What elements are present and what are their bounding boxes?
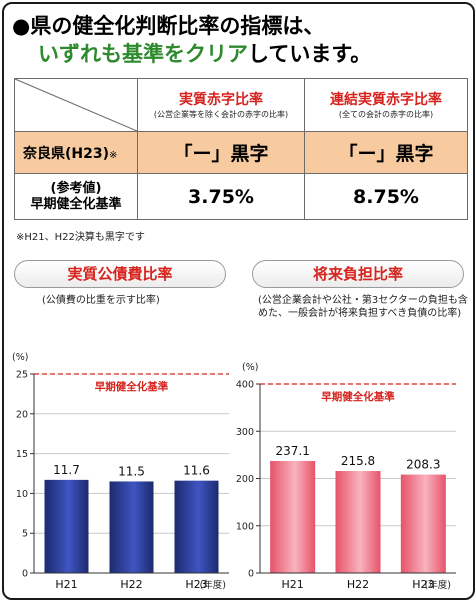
chart1-bar-h23	[174, 480, 219, 573]
row-nara-value1: 「ー」黒字	[137, 131, 305, 174]
chart2-ytick-label: 400	[236, 380, 254, 391]
row-benchmark-label: (参考値) 早期健全化基準	[14, 173, 138, 220]
chart1-ytick-label: 25	[16, 370, 28, 381]
chart1-ytick-label: 15	[16, 449, 28, 460]
chart1-bar-h22	[109, 481, 154, 573]
chart1-value-label-h21: 11.7	[53, 463, 80, 477]
chart2-bar-h22	[335, 471, 381, 573]
chart2-title: 将来負担比率	[252, 260, 464, 288]
chart2-ytick-label: 200	[236, 474, 254, 485]
row-nara-label-text: 奈良県(H23)	[23, 145, 109, 162]
chart2-category-h23: H23	[412, 578, 434, 591]
chart1-value-label-h22: 11.5	[118, 464, 145, 478]
table-corner-diagonal	[14, 78, 138, 132]
chart2-reference-label: 早期健全化基準	[321, 390, 395, 403]
chart2-xlabel: (年度)	[425, 579, 451, 591]
headline-rest: しています。	[248, 42, 372, 66]
chart1-ytick-label: 10	[16, 489, 28, 500]
chart1-ytick-label: 5	[22, 529, 28, 540]
row-benchmark-label-a: (参考値)	[50, 180, 102, 196]
row-nara-value2: 「ー」黒字	[304, 131, 468, 174]
chart2-ytick-label: 100	[236, 521, 254, 532]
header-real-deficit-sub: (公営企業等を除く会計の赤字の比率)	[153, 109, 289, 119]
row-nara-mark: ※	[109, 149, 118, 161]
chart2-subtitle: (公営企業会計や公社・第3セクターの負担も含めた、一般会計が将来負担すべき負債の…	[258, 295, 468, 319]
chart1-category-h23: H23	[185, 578, 207, 591]
chart2-value-label-h23: 208.3	[406, 458, 440, 472]
chart2-ylabel: (%)	[242, 362, 258, 373]
header-real-deficit: 実質赤字比率 (公営企業等を除く会計の赤字の比率)	[137, 78, 305, 132]
row-benchmark-value1: 3.75%	[137, 173, 305, 220]
chart1-reference-label: 早期健全化基準	[95, 380, 169, 393]
header-consolidated-deficit-sub: (全ての会計の赤字の比率)	[338, 109, 434, 119]
chart1-value-label-h23: 11.6	[183, 464, 210, 478]
chart1-subtitle: (公債費の比重を示す比率)	[42, 295, 160, 306]
header-consolidated-deficit: 連結実質赤字比率 (全ての会計の赤字の比率)	[304, 78, 468, 132]
chart2-category-h22: H22	[347, 578, 369, 591]
headline-line1: ●県の健全化判断比率の指標は、	[12, 14, 325, 38]
chart2-bar-h21	[270, 460, 316, 573]
chart-future-burden-ratio: (%) 0 100 200 300 400 早期健全化基準 237.1 H21 215.8 H22 2…	[236, 362, 456, 591]
chart1-title: 実質公債費比率	[14, 260, 226, 288]
chart1-ytick-label: 20	[16, 409, 28, 420]
chart1-category-h22: H22	[120, 578, 142, 591]
chart1-category-h21: H21	[55, 578, 77, 591]
table-corner	[14, 78, 138, 132]
row-benchmark-label-b: 早期健全化基準	[30, 196, 122, 212]
row-nara-label: 奈良県(H23)※	[14, 131, 138, 174]
chart2-value-label-h21: 237.1	[275, 444, 309, 458]
chart1-ylabel: (%)	[12, 352, 28, 363]
chart2-ytick-label: 0	[248, 569, 254, 580]
headline: ●県の健全化判断比率の指標は、 いずれも基準をクリアしています。	[12, 12, 371, 68]
chart2-value-label-h22: 215.8	[341, 454, 375, 468]
header-real-deficit-title: 実質赤字比率	[179, 91, 263, 108]
header-consolidated-deficit-title: 連結実質赤字比率	[330, 91, 442, 108]
chart1-bar-h21	[44, 479, 89, 573]
headline-line2: いずれも基準をクリアしています。	[12, 40, 371, 68]
ratio-summary-table: 実質赤字比率 (公営企業等を除く会計の赤字の比率) 連結実質赤字比率 (全ての会…	[14, 78, 468, 220]
chart2-bar-h23	[400, 474, 446, 573]
chart-real-debt-service-ratio: (%) 0 5 10 15 20 25 早期健全化基準 11.7 H21 11.5 H22 11.6 H2…	[12, 352, 229, 591]
footnote: ※H21、H22決算も黒字です	[16, 232, 145, 243]
row-benchmark-value2: 8.75%	[304, 173, 468, 220]
headline-highlight: いずれも基準をクリア	[38, 42, 248, 66]
chart1-xlabel: (年度)	[200, 579, 226, 591]
chart2-ytick-label: 300	[236, 427, 254, 438]
chart2-category-h21: H21	[282, 578, 304, 591]
chart1-ytick-label: 0	[22, 569, 28, 580]
